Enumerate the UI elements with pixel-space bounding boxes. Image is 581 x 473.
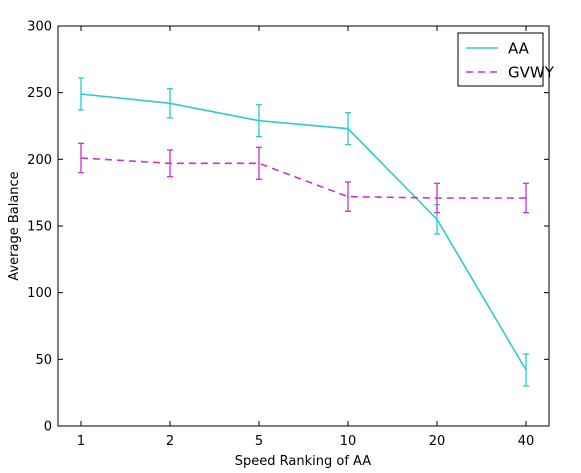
x-tick-label: 40 [518,434,535,449]
data-point-aa [169,102,171,105]
data-point-gvwy [80,157,82,159]
data-point-gvwy [258,162,260,165]
legend-label-aa: AA [508,40,530,58]
data-point-aa [436,218,438,221]
legend: AA GVWY [457,32,555,87]
plot-area [57,25,550,427]
data-point-gvwy [436,197,438,199]
series-layer [78,77,529,387]
data-point-gvwy [169,162,171,165]
y-tick-label: 300 [27,20,52,35]
y-tick-label: 100 [27,286,52,301]
x-axis-label: Speed Ranking of AA [235,454,372,469]
y-tick-label: 200 [27,153,52,168]
x-tick-label: 20 [429,434,446,449]
y-axis-label: Average Balance [7,171,22,280]
y-axis-ticks: 0 50 100 150 200 250 300 [27,20,549,435]
y-tick-label: 50 [35,353,52,368]
data-point-aa [525,369,527,371]
data-point-gvwy [347,195,349,198]
y-tick-label: 0 [44,420,52,435]
series-line-aa [80,93,527,371]
x-axis-ticks: 1 2 5 10 20 40 [77,26,534,449]
data-point-aa [347,127,349,130]
data-point-gvwy [525,197,527,199]
series-line-gvwy [80,157,526,199]
x-tick-label: 2 [166,434,174,449]
x-tick-label: 10 [340,434,357,449]
x-tick-label: 1 [77,434,85,449]
data-point-aa [80,93,82,95]
y-tick-label: 250 [27,86,52,101]
legend-box [457,32,544,87]
y-tick-label: 150 [27,220,52,235]
legend-label-gvwy: GVWY [508,64,555,82]
x-tick-label: 5 [255,434,263,449]
data-point-aa [258,119,260,122]
